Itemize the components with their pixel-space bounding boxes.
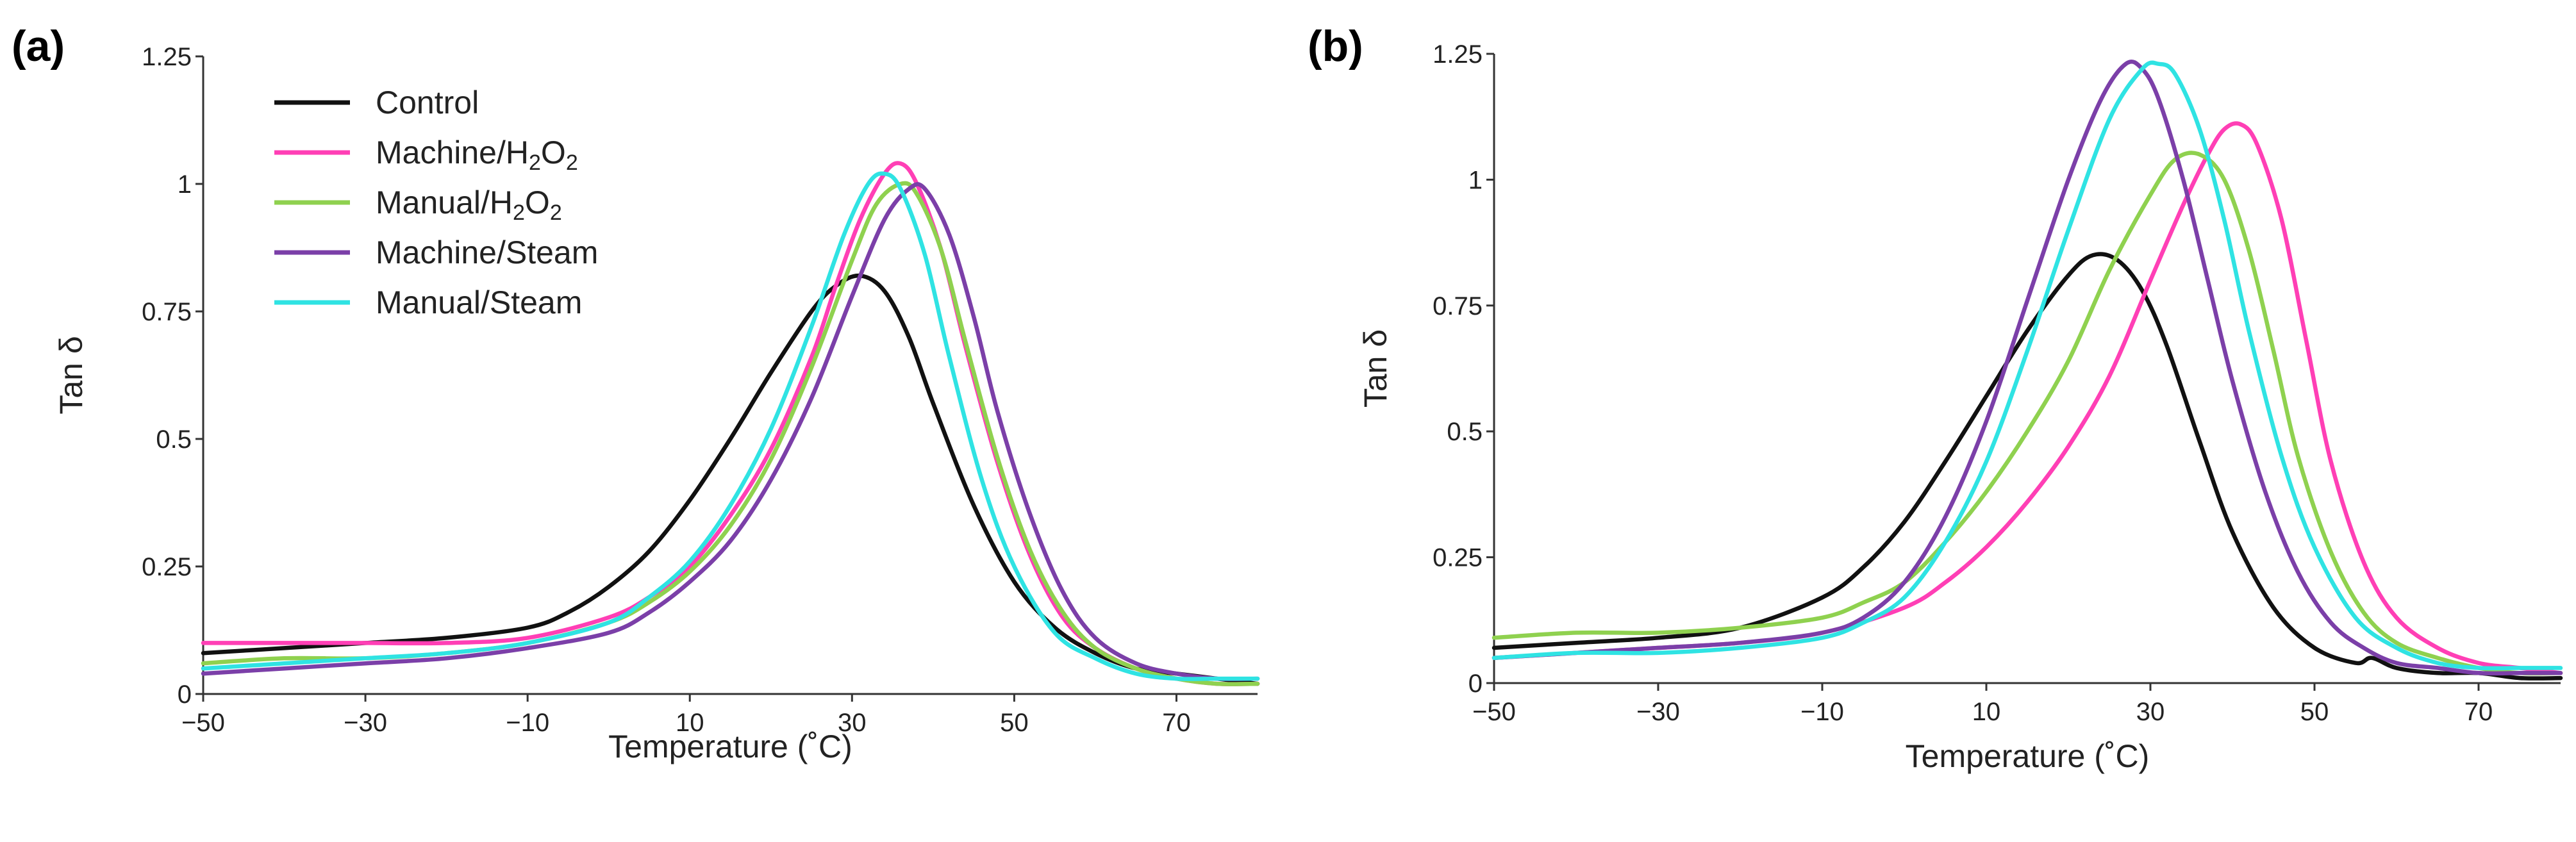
series-line-manual-h2o2	[1492, 151, 2563, 676]
panel-b: (b) 0 0.25 0.5 0.75 1 1.25 −50 −30 −10 10 30 50 70 Tem…	[1308, 22, 2563, 774]
y-tick-label: 0.5	[1447, 418, 1483, 446]
x-tick-label: 10	[676, 709, 704, 737]
y-axis-title: Tan δ	[1358, 329, 1393, 408]
y-tick-label: 0.25	[142, 553, 192, 581]
panel-label: (a)	[12, 22, 65, 70]
panel-a: (a) 0 0.25 0.5 0.75 1 1.25 −50 −30 −10 10 30 50 70 Tem…	[12, 22, 1260, 764]
legend: Control Machine/H2O2 Manual/H2O2 Machine/St…	[274, 85, 598, 320]
series-line-control	[1492, 252, 2563, 681]
x-axis-title: Temperature (˚C)	[1906, 738, 2150, 774]
y-tick-label: 1.25	[142, 43, 192, 71]
x-tick-label: −30	[1636, 698, 1680, 726]
y-tick-label: 1	[1468, 166, 1483, 194]
x-tick-label: 50	[1000, 709, 1029, 737]
y-axis-title: Tan δ	[53, 336, 89, 414]
legend-label-machine-h2o2: Machine/H2O2	[376, 135, 578, 175]
panel-label: (b)	[1308, 22, 1363, 70]
y-tick-label: 0.75	[142, 298, 192, 326]
y-tick-label: 0	[1468, 670, 1483, 698]
series-line-machine-steam	[201, 182, 1260, 681]
legend-label-manual-steam: Manual/Steam	[376, 285, 582, 320]
y-tick-label: 0	[178, 681, 192, 709]
legend-label-machine-steam: Machine/Steam	[376, 235, 598, 270]
series-line-machine-steam	[1492, 60, 2563, 676]
legend-label-manual-h2o2: Manual/H2O2	[376, 185, 562, 225]
x-tick-label: −50	[181, 709, 225, 737]
x-tick-label: 30	[2136, 698, 2165, 726]
x-tick-label: −10	[506, 709, 549, 737]
x-tick-label: 10	[1972, 698, 2001, 726]
x-tick-label: −10	[1800, 698, 1844, 726]
y-tick-label: 1.25	[1433, 40, 1483, 69]
y-tick-label: 0.5	[156, 425, 192, 454]
x-axis-title: Temperature (˚C)	[608, 729, 852, 764]
y-tick-label: 1	[178, 170, 192, 199]
x-tick-label: 30	[838, 709, 867, 737]
series-line-machine-h2o2	[201, 161, 1260, 686]
x-tick-label: 50	[2300, 698, 2329, 726]
series-line-manual-steam	[1492, 60, 2563, 671]
y-tick-label: 0.75	[1433, 292, 1483, 320]
series-line-machine-h2o2	[1492, 121, 2563, 675]
x-tick-label: −50	[1472, 698, 1516, 726]
legend-label-control: Control	[376, 85, 479, 120]
x-tick-label: 70	[1162, 709, 1191, 737]
series-line-manual-h2o2	[201, 181, 1260, 686]
x-tick-label: −30	[344, 709, 387, 737]
y-tick-label: 0.25	[1433, 544, 1483, 572]
series-line-control	[201, 273, 1260, 686]
x-tick-label: 70	[2464, 698, 2493, 726]
series-line-manual-steam	[201, 171, 1260, 681]
